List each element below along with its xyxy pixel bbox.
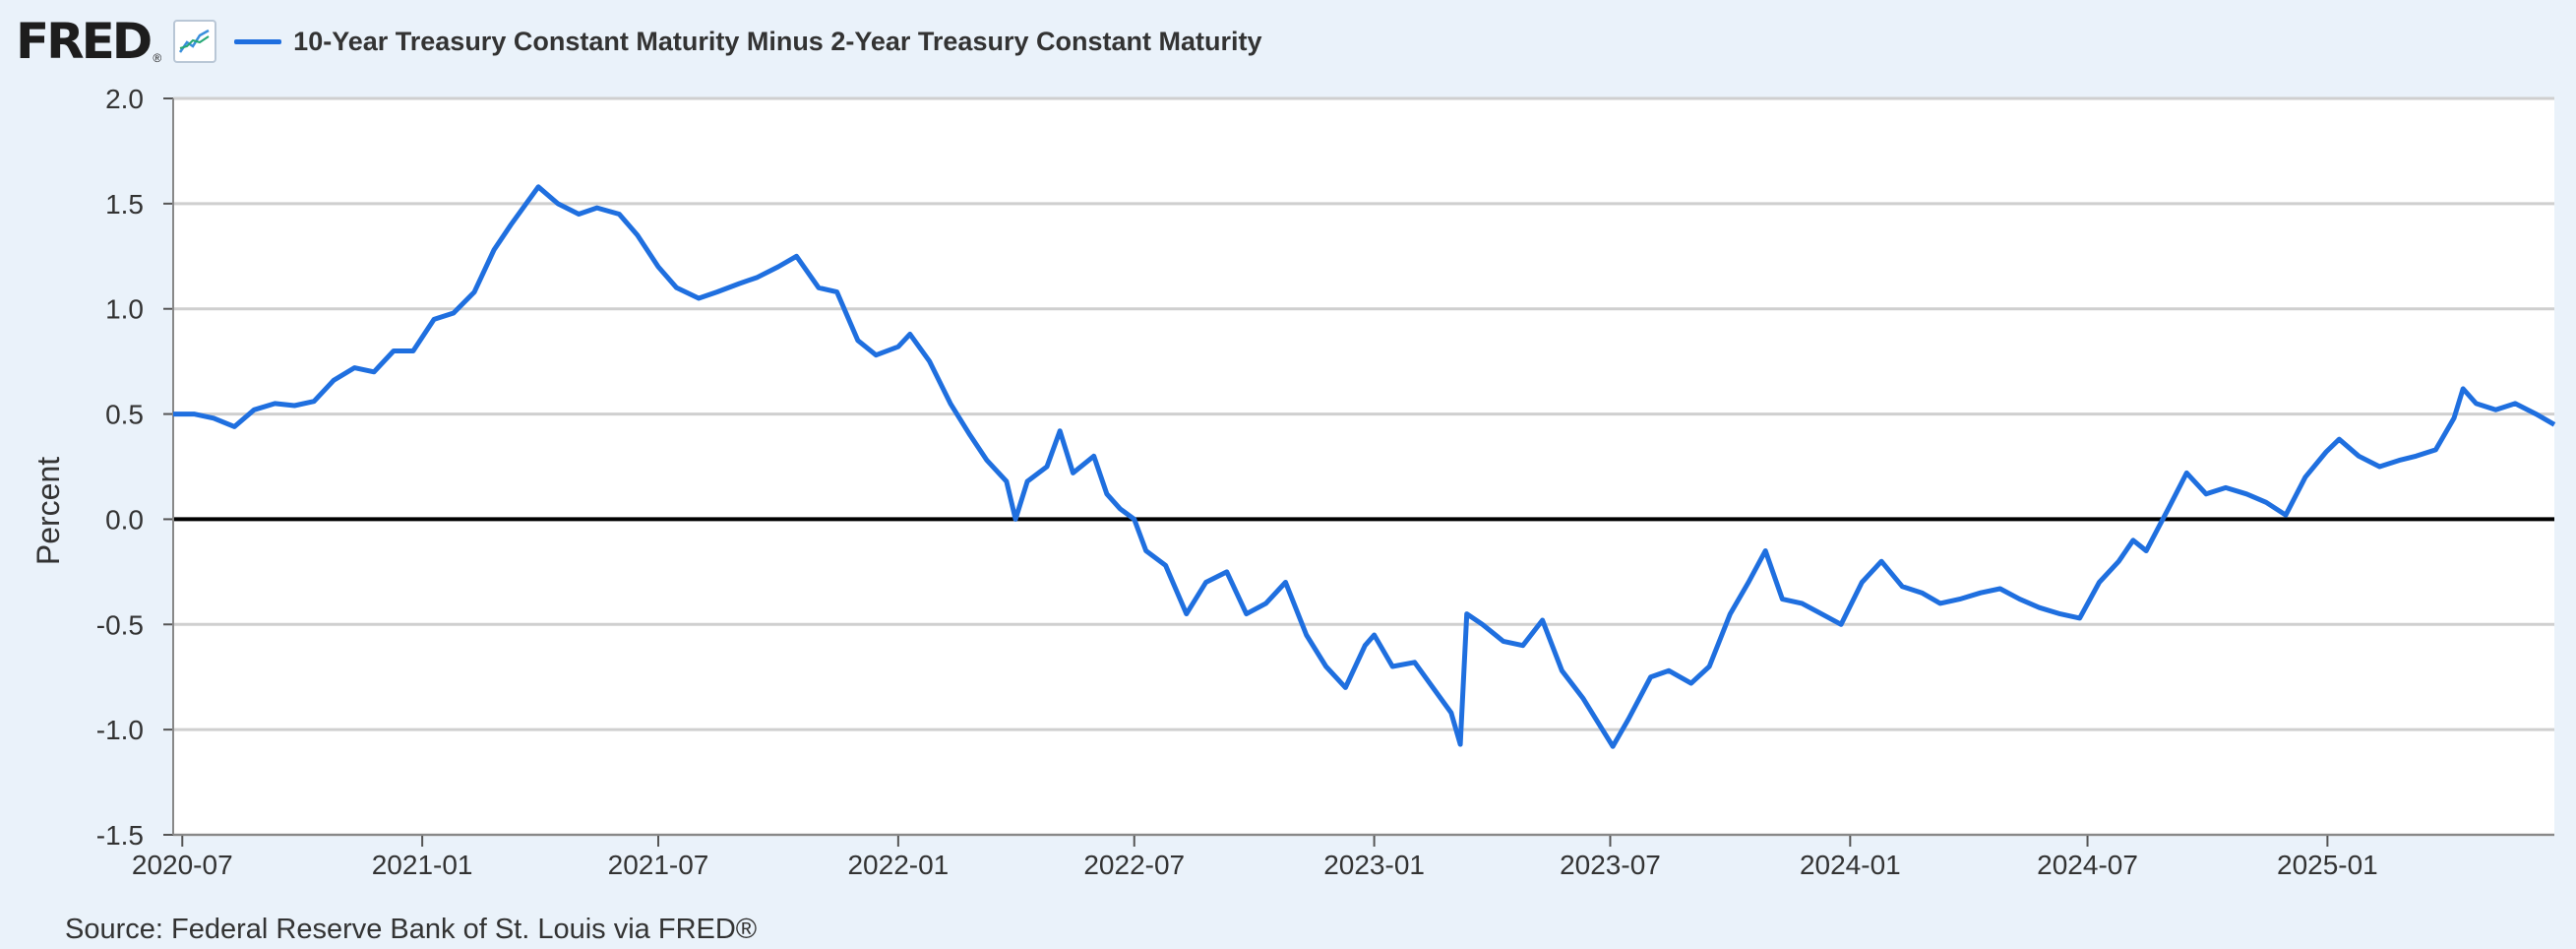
y-tick-label: -0.5 xyxy=(96,609,144,640)
x-tick-label: 2024-01 xyxy=(1800,850,1901,880)
chart-axes xyxy=(172,98,2554,836)
x-tick-label: 2023-01 xyxy=(1323,850,1425,880)
x-tick-label: 2022-01 xyxy=(847,850,949,880)
legend-label: 10-Year Treasury Constant Maturity Minus… xyxy=(293,26,1262,56)
x-tick-label: 2022-07 xyxy=(1083,850,1185,880)
line-chart-icon[interactable] xyxy=(173,20,217,63)
plot-area xyxy=(173,98,2554,835)
source-note: Source: Federal Reserve Bank of St. Loui… xyxy=(65,914,758,945)
legend-swatch xyxy=(234,38,282,44)
y-tick-label: -1.0 xyxy=(96,715,144,745)
y-tick-label: 2.0 xyxy=(105,84,144,114)
y-tick-label: 1.5 xyxy=(105,189,144,220)
y-tick-label: 1.0 xyxy=(105,294,144,325)
chart-legend: 10-Year Treasury Constant Maturity Minus… xyxy=(234,27,1261,57)
x-tick-label: 2025-01 xyxy=(2277,850,2378,880)
y-axis-label: Percent xyxy=(31,457,66,565)
x-tick-label: 2023-07 xyxy=(1560,850,1661,880)
y-axis-ticks: 2.0 1.5 1.0 0.5 0.0 -0.5 -1.0 -1.5 xyxy=(96,84,173,851)
y-tick-label: 0.0 xyxy=(105,504,144,535)
x-tick-label: 2021-01 xyxy=(372,850,473,880)
series-line-t10y2y xyxy=(173,184,2556,749)
y-tick-label: -1.5 xyxy=(96,820,144,851)
fred-logo[interactable]: FRED xyxy=(16,13,153,70)
x-axis-ticks: 2020-07 2021-01 2021-07 2022-01 2022-07 2023-… xyxy=(132,835,2378,880)
x-tick-label: 2020-07 xyxy=(132,850,233,880)
chart-header: FRED ® 10-Year Treasury Constant Maturit… xyxy=(16,12,1261,71)
y-tick-label: 0.5 xyxy=(105,400,144,430)
fred-logo-registered-mark: ® xyxy=(153,51,162,65)
x-tick-label: 2024-07 xyxy=(2037,850,2138,880)
x-tick-label: 2021-07 xyxy=(608,850,709,880)
